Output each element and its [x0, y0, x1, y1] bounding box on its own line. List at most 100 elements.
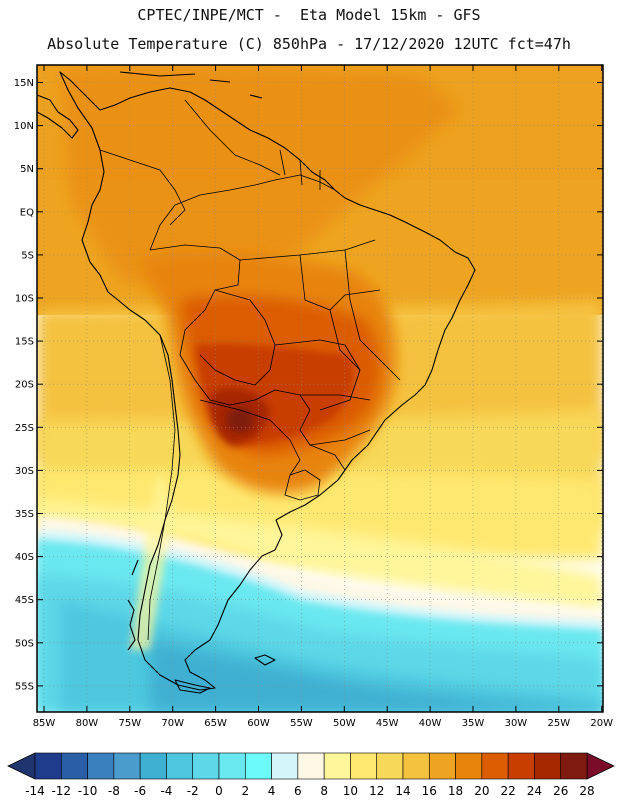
colorbar-cell — [297, 752, 325, 780]
colorbar-cell — [139, 752, 167, 780]
colorbar-label: 26 — [553, 784, 568, 798]
temperature-field — [37, 65, 603, 712]
colorbar-label: 4 — [268, 784, 276, 798]
chart-title-line1: CPTEC/INPE/MCT - Eta Model 15km - GFS — [137, 6, 481, 24]
colorbar-label: -8 — [108, 784, 120, 798]
lat-label: 35S — [15, 509, 34, 520]
lat-label: 30S — [15, 466, 34, 477]
border-brazil-north — [149, 174, 336, 251]
map-frame — [36, 64, 604, 713]
andes-cool — [130, 470, 172, 650]
colorbar-label: -12 — [51, 784, 71, 798]
colorbar-underflow-triangle — [7, 752, 36, 780]
colorbar-label: 0 — [215, 784, 223, 798]
band-12 — [37, 470, 603, 560]
lat-label: EQ — [20, 207, 34, 218]
axis-ticks — [37, 65, 603, 712]
colorbar-cell — [60, 752, 88, 780]
colorbar-cell — [244, 752, 272, 780]
coastline — [36, 71, 476, 694]
colorbar: -14 -12 -10 -8 -6 -4 -2 0 2 4 6 8 10 12 14 16 18 20 22 24 26… — [7, 752, 615, 798]
colorbar-cell — [350, 752, 378, 780]
colorbar-label: 20 — [474, 784, 489, 798]
colorbar-cell — [560, 752, 588, 780]
brazil-states — [239, 239, 401, 446]
border-argentina-north — [199, 399, 301, 476]
south-america-coast — [59, 71, 476, 691]
colorbar-label: -10 — [78, 784, 98, 798]
lon-label: 80W — [76, 718, 99, 729]
lat-label: 10N — [14, 121, 34, 132]
colorbar-cell — [455, 752, 483, 780]
colorbar-cell — [481, 752, 509, 780]
lat-label: 40S — [15, 552, 34, 563]
caribbean-islands — [119, 71, 263, 99]
lon-label: 45W — [376, 718, 399, 729]
colorbar-label: 12 — [369, 784, 384, 798]
lon-label: 40W — [419, 718, 442, 729]
lat-label: 15S — [15, 337, 34, 348]
falklands — [254, 654, 276, 666]
warm-north — [60, 65, 460, 300]
colorbar-label: 6 — [294, 784, 302, 798]
colorbar-label: -14 — [25, 784, 45, 798]
colorbar-cell — [113, 752, 141, 780]
colorbar-cell — [87, 752, 115, 780]
colorbar-label: 14 — [395, 784, 410, 798]
colorbar-cell — [218, 752, 246, 780]
lat-label: 5S — [21, 250, 34, 261]
lat-label: 25S — [15, 423, 34, 434]
lat-label: 55S — [15, 681, 34, 692]
colorbar-label: 10 — [343, 784, 358, 798]
colorbar-cell — [323, 752, 351, 780]
border-colombia-venezuela — [99, 99, 281, 226]
colorbar-label: 22 — [501, 784, 516, 798]
lon-label: 50W — [333, 718, 356, 729]
lon-label: 65W — [204, 718, 227, 729]
lat-label: 45S — [15, 595, 34, 606]
band-neg6 — [150, 640, 603, 712]
colorbar-cell — [507, 752, 535, 780]
lon-label: 70W — [161, 718, 184, 729]
lat-label: 5N — [20, 164, 34, 175]
colorbar-cell — [34, 752, 62, 780]
band-10 — [37, 500, 603, 610]
colorbar-label: 16 — [422, 784, 437, 798]
lon-label: 60W — [247, 718, 270, 729]
colorbar-label: -6 — [134, 784, 146, 798]
lat-label: 50S — [15, 638, 34, 649]
lat-label: 20S — [15, 380, 34, 391]
lon-label: 25W — [547, 718, 570, 729]
colorbar-cell — [192, 752, 220, 780]
border-uruguay — [284, 469, 321, 501]
border-guyanas — [279, 149, 321, 190]
country-borders — [99, 99, 401, 641]
colorbar-label: 2 — [241, 784, 249, 798]
colorbar-cell — [376, 752, 404, 780]
colorbar-cell — [402, 752, 430, 780]
chile-islands — [127, 559, 139, 651]
central-america — [36, 94, 79, 139]
lon-label: 75W — [118, 718, 141, 729]
lon-label: 55W — [290, 718, 313, 729]
lat-label: 10S — [15, 294, 34, 305]
lon-label: 20W — [590, 718, 613, 729]
colorbar-label: 8 — [320, 784, 328, 798]
chart-title-line2: Absolute Temperature (C) 850hPa - 17/12/… — [47, 35, 571, 53]
border-bolivia — [199, 289, 276, 386]
colorbar-label: -2 — [187, 784, 199, 798]
longitude-labels: 85W 80W 75W 70W 65W 60W 55W 50W 45W 40W 35W 30W 25W 2… — [33, 718, 613, 729]
colorbar-label: 18 — [448, 784, 463, 798]
colorbar-label: -4 — [160, 784, 172, 798]
lon-label: 30W — [505, 718, 528, 729]
colorbar-cell — [534, 752, 562, 780]
colorbar-overflow-triangle — [586, 752, 615, 780]
border-brazil-west — [149, 244, 346, 471]
tierra-del-fuego — [174, 679, 211, 694]
border-andes — [147, 334, 176, 641]
colorbar-cell — [271, 752, 299, 780]
colorbar-label: 24 — [527, 784, 542, 798]
lon-label: 85W — [33, 718, 56, 729]
colorbar-cell — [166, 752, 194, 780]
lat-label: 15N — [14, 78, 34, 89]
